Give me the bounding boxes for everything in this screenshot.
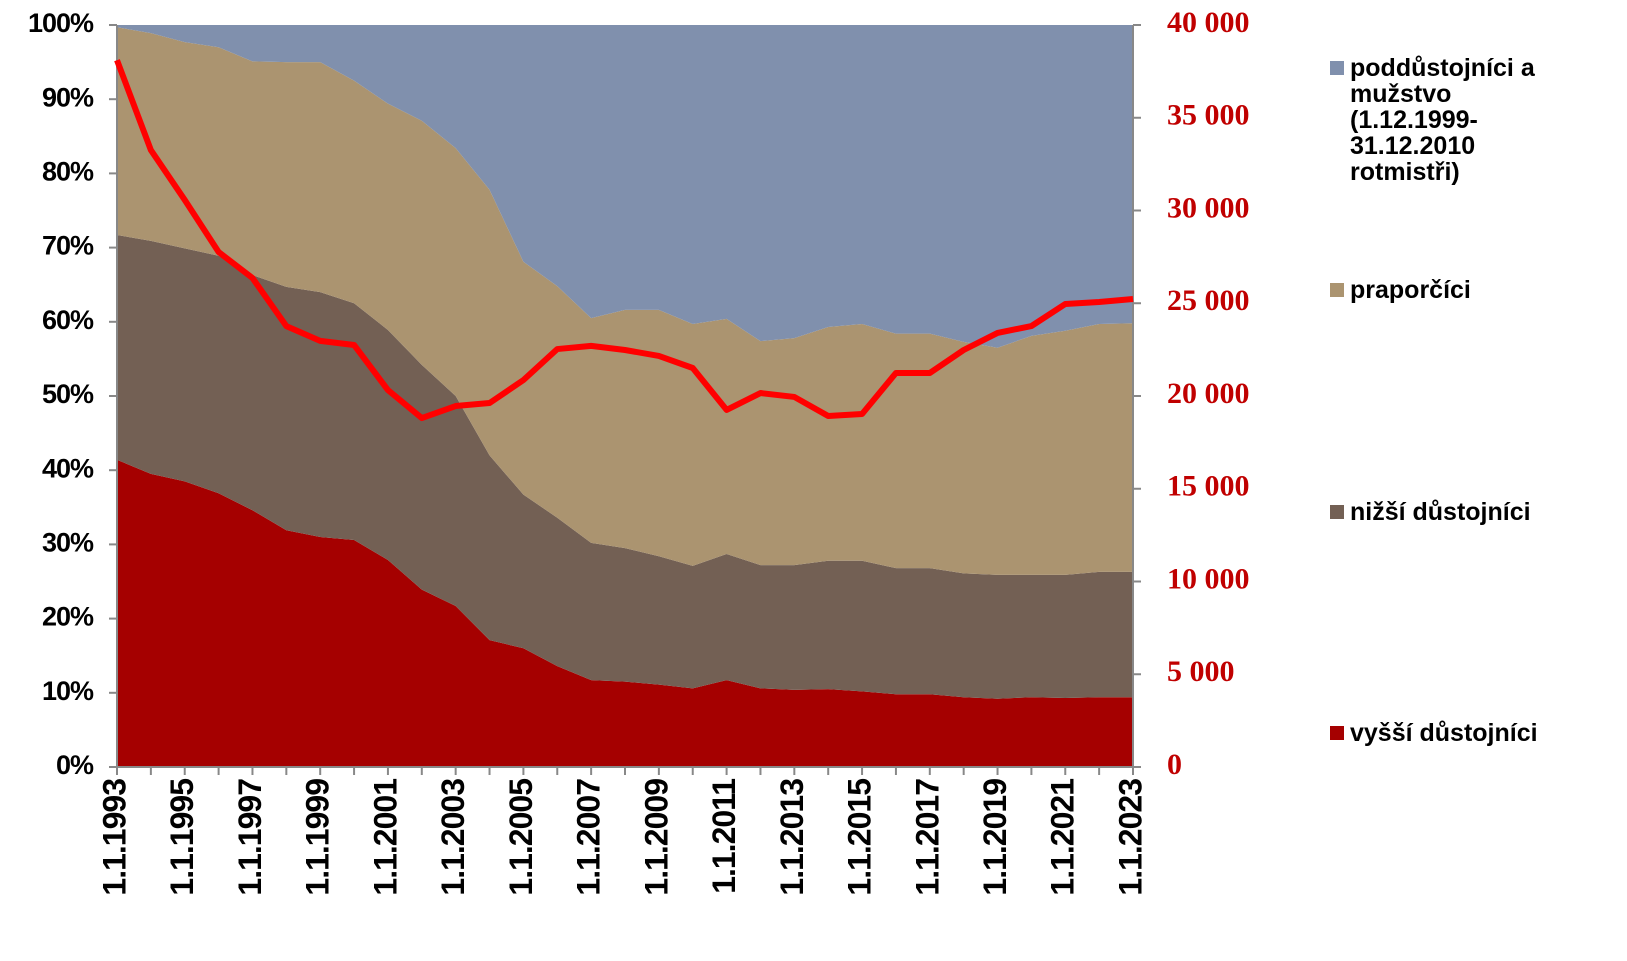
x-tick-label: 1.1.1997 (232, 779, 268, 896)
legend-label: praporčíci (1350, 276, 1471, 304)
x-tick-label: 1.1.2013 (774, 779, 810, 896)
y-tick-label: 50% (42, 379, 94, 409)
y-tick-label: 60% (42, 305, 94, 335)
y-tick-label: 90% (42, 82, 94, 112)
x-tick-label: 1.1.2021 (1045, 779, 1081, 896)
x-tick-label: 1.1.2009 (638, 779, 674, 896)
x-tick-label: 1.1.1995 (164, 779, 200, 896)
area (117, 27, 1133, 575)
y2-tick-label: 35 000 (1167, 99, 1250, 132)
x-tick-label: 1.1.2003 (435, 779, 471, 896)
legend-item: vyšší důstojníci (1330, 720, 1590, 746)
y-tick-label: 10% (42, 676, 94, 706)
y2-tick-label: 15 000 (1167, 470, 1250, 503)
x-tick-label: 1.1.1999 (300, 779, 336, 896)
legend-item: poddůstojníci a mužstvo (1.12.1999-31.12… (1330, 55, 1590, 185)
legend-swatch (1330, 61, 1344, 75)
y-tick-label: 0% (56, 750, 94, 780)
line (114, 59, 1134, 422)
y2-tick-label: 10 000 (1167, 562, 1250, 595)
y-tick-label: 40% (42, 453, 94, 483)
area (117, 25, 1133, 348)
x-tick-label: 1.1.2017 (909, 779, 945, 896)
legend-label: vyšší důstojníci (1350, 719, 1538, 747)
y2-tick-label: 5 000 (1167, 655, 1235, 688)
y2-tick-label: 20 000 (1167, 377, 1250, 410)
legend-swatch (1330, 726, 1344, 740)
x-tick-label: 1.1.2007 (571, 779, 607, 896)
area (117, 459, 1133, 767)
y-tick-label: 70% (42, 231, 94, 261)
x-tick-label: 1.1.2015 (842, 779, 878, 896)
legend-item: nižší důstojníci (1330, 499, 1590, 525)
y-tick-label: 100% (28, 8, 94, 38)
x-tick-label: 1.1.1993 (96, 779, 132, 896)
area (117, 234, 1133, 699)
x-tick-label: 1.1.2019 (977, 779, 1013, 896)
y2-tick-label: 0 (1167, 748, 1182, 781)
legend-label: poddůstojníci a mužstvo (1.12.1999-31.12… (1350, 54, 1535, 186)
y-tick-label: 20% (42, 602, 94, 632)
x-tick-label: 1.1.2005 (503, 779, 539, 896)
y2-tick-label: 30 000 (1167, 191, 1250, 224)
x-tick-label: 1.1.2001 (367, 779, 403, 896)
legend-label: nižší důstojníci (1350, 498, 1531, 526)
x-tick-label: 1.1.2023 (1112, 779, 1148, 896)
y2-tick-label: 25 000 (1167, 284, 1250, 317)
y2-tick-label: 40 000 (1167, 6, 1250, 39)
legend-swatch (1330, 505, 1344, 519)
y-tick-label: 30% (42, 528, 94, 558)
legend-swatch (1330, 283, 1344, 297)
legend-item: praporčíci (1330, 277, 1590, 303)
y-tick-label: 80% (42, 157, 94, 187)
x-tick-label: 1.1.2011 (706, 779, 742, 894)
